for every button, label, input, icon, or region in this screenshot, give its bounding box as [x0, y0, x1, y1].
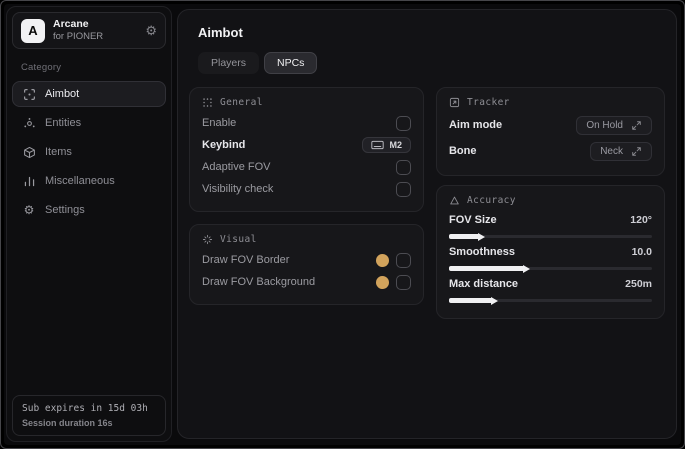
sidebar: A Arcane for PIONER ⚙ Category Aimbot — [6, 6, 172, 442]
session-duration-text: Session duration 16s — [22, 418, 113, 428]
settings-gear-icon[interactable]: ⚙ — [145, 22, 157, 38]
setting-row-draw-fov-border: Draw FOV Border — [202, 249, 411, 271]
app-logo: A — [21, 18, 45, 43]
cube-icon — [22, 146, 36, 159]
gear-icon: ⚙ — [23, 203, 35, 217]
sidebar-nav: Aimbot Entities — [12, 81, 166, 223]
setting-row-adaptive-fov: Adaptive FOV — [202, 156, 411, 178]
sidebar-item-miscellaneous[interactable]: Miscellaneous — [12, 168, 166, 194]
page-title: Aimbot — [198, 25, 243, 40]
aim-mode-select[interactable]: On Hold — [576, 115, 652, 135]
sidebar-item-label: Entities — [45, 117, 82, 129]
setting-label: Visibility check — [202, 183, 274, 195]
setting-label: Draw FOV Background — [202, 276, 316, 288]
crosshair-scan-icon — [22, 88, 36, 101]
setting-label: Keybind — [202, 139, 246, 151]
expand-icon — [631, 120, 642, 131]
setting-row-draw-fov-background: Draw FOV Background — [202, 271, 411, 293]
setting-label: Draw FOV Border — [202, 254, 290, 266]
color-swatch[interactable] — [375, 275, 389, 289]
sidebar-item-label: Items — [45, 146, 72, 158]
enable-checkbox[interactable] — [395, 115, 411, 131]
section-title: Tracker — [466, 97, 510, 108]
fov-size-slider[interactable] — [448, 232, 652, 241]
grid-dots-icon — [202, 97, 213, 108]
app-subtitle: for PIONER — [53, 31, 104, 43]
setting-label: Enable — [202, 117, 237, 129]
setting-label: Adaptive FOV — [202, 161, 271, 173]
brand-card: A Arcane for PIONER ⚙ — [12, 12, 166, 49]
bone-select[interactable]: Neck — [590, 141, 652, 161]
setting-label: Bone — [448, 145, 477, 157]
accuracy-card: Accuracy FOV Size 120° Smoothnes — [435, 185, 665, 319]
sidebar-item-label: Settings — [45, 204, 85, 216]
bars-icon — [22, 175, 36, 188]
smoothness-slider[interactable] — [448, 264, 652, 273]
visual-card: Visual Draw FOV Border Draw FOV Backgrou… — [189, 224, 424, 305]
section-title: Accuracy — [466, 195, 516, 206]
sidebar-item-items[interactable]: Items — [12, 139, 166, 165]
radar-entities-icon — [22, 117, 36, 130]
slider-label: FOV Size — [448, 214, 497, 226]
adaptive-fov-checkbox[interactable] — [395, 159, 411, 175]
slider-label: Max distance — [448, 278, 519, 290]
slider-group-smoothness: Smoothness 10.0 — [448, 246, 652, 273]
bone-value: Neck — [600, 145, 623, 157]
keyboard-icon — [371, 140, 385, 150]
sidebar-item-label: Miscellaneous — [45, 175, 115, 187]
app-background: A Arcane for PIONER ⚙ Category Aimbot — [4, 4, 681, 445]
subscription-info-card: Sub expires in 15d 03h Session duration … — [12, 395, 166, 436]
tab-players[interactable]: Players — [198, 52, 260, 74]
section-title: General — [220, 97, 263, 108]
slider-fill[interactable] — [448, 296, 498, 305]
sparkle-icon — [202, 234, 213, 245]
frame-target-icon — [449, 97, 460, 108]
visibility-check-checkbox[interactable] — [395, 181, 411, 197]
setting-label: Aim mode — [448, 119, 503, 131]
keybind-button[interactable]: M2 — [362, 137, 411, 153]
slider-fill[interactable] — [448, 264, 531, 273]
setting-row-visibility-check: Visibility check — [202, 178, 411, 200]
tab-npcs[interactable]: NPCs — [264, 52, 318, 74]
color-swatch[interactable] — [375, 253, 389, 267]
setting-row-keybind: Keybind M2 — [202, 134, 411, 156]
max-distance-slider[interactable] — [448, 296, 652, 305]
tab-bar: Players NPCs — [198, 52, 665, 74]
main-panel: Aimbot Players NPCs — [177, 9, 677, 439]
aim-mode-value: On Hold — [586, 119, 623, 131]
draw-fov-border-checkbox[interactable] — [395, 252, 411, 268]
expand-icon — [631, 146, 642, 157]
slider-fill[interactable] — [448, 232, 486, 241]
slider-value: 250m — [625, 278, 652, 290]
slider-label: Smoothness — [448, 246, 515, 258]
setting-row-aim-mode: Aim mode On Hold — [449, 112, 652, 138]
category-label: Category — [21, 62, 62, 73]
app-name: Arcane — [53, 18, 89, 30]
content-columns: General Enable Keybind — [189, 87, 665, 319]
triangle-icon — [449, 195, 460, 206]
setting-row-enable: Enable — [202, 112, 411, 134]
general-card: General Enable Keybind — [189, 87, 424, 212]
tracker-card: Tracker Aim mode On Hold — [435, 87, 665, 176]
slider-value: 10.0 — [631, 246, 652, 258]
slider-group-fov-size: FOV Size 120° — [448, 214, 652, 241]
keybind-value: M2 — [389, 140, 402, 150]
slider-value: 120° — [630, 214, 652, 226]
section-title: Visual — [220, 234, 257, 245]
sidebar-item-aimbot[interactable]: Aimbot — [12, 81, 166, 107]
slider-group-max-distance: Max distance 250m — [448, 278, 652, 305]
draw-fov-background-checkbox[interactable] — [395, 274, 411, 290]
sidebar-item-label: Aimbot — [45, 88, 80, 100]
sidebar-item-entities[interactable]: Entities — [12, 110, 166, 136]
setting-row-bone: Bone Neck — [449, 138, 652, 164]
sidebar-item-settings[interactable]: ⚙ Settings — [12, 197, 166, 223]
sub-expiry-text: Sub expires in 15d 03h — [22, 403, 148, 414]
